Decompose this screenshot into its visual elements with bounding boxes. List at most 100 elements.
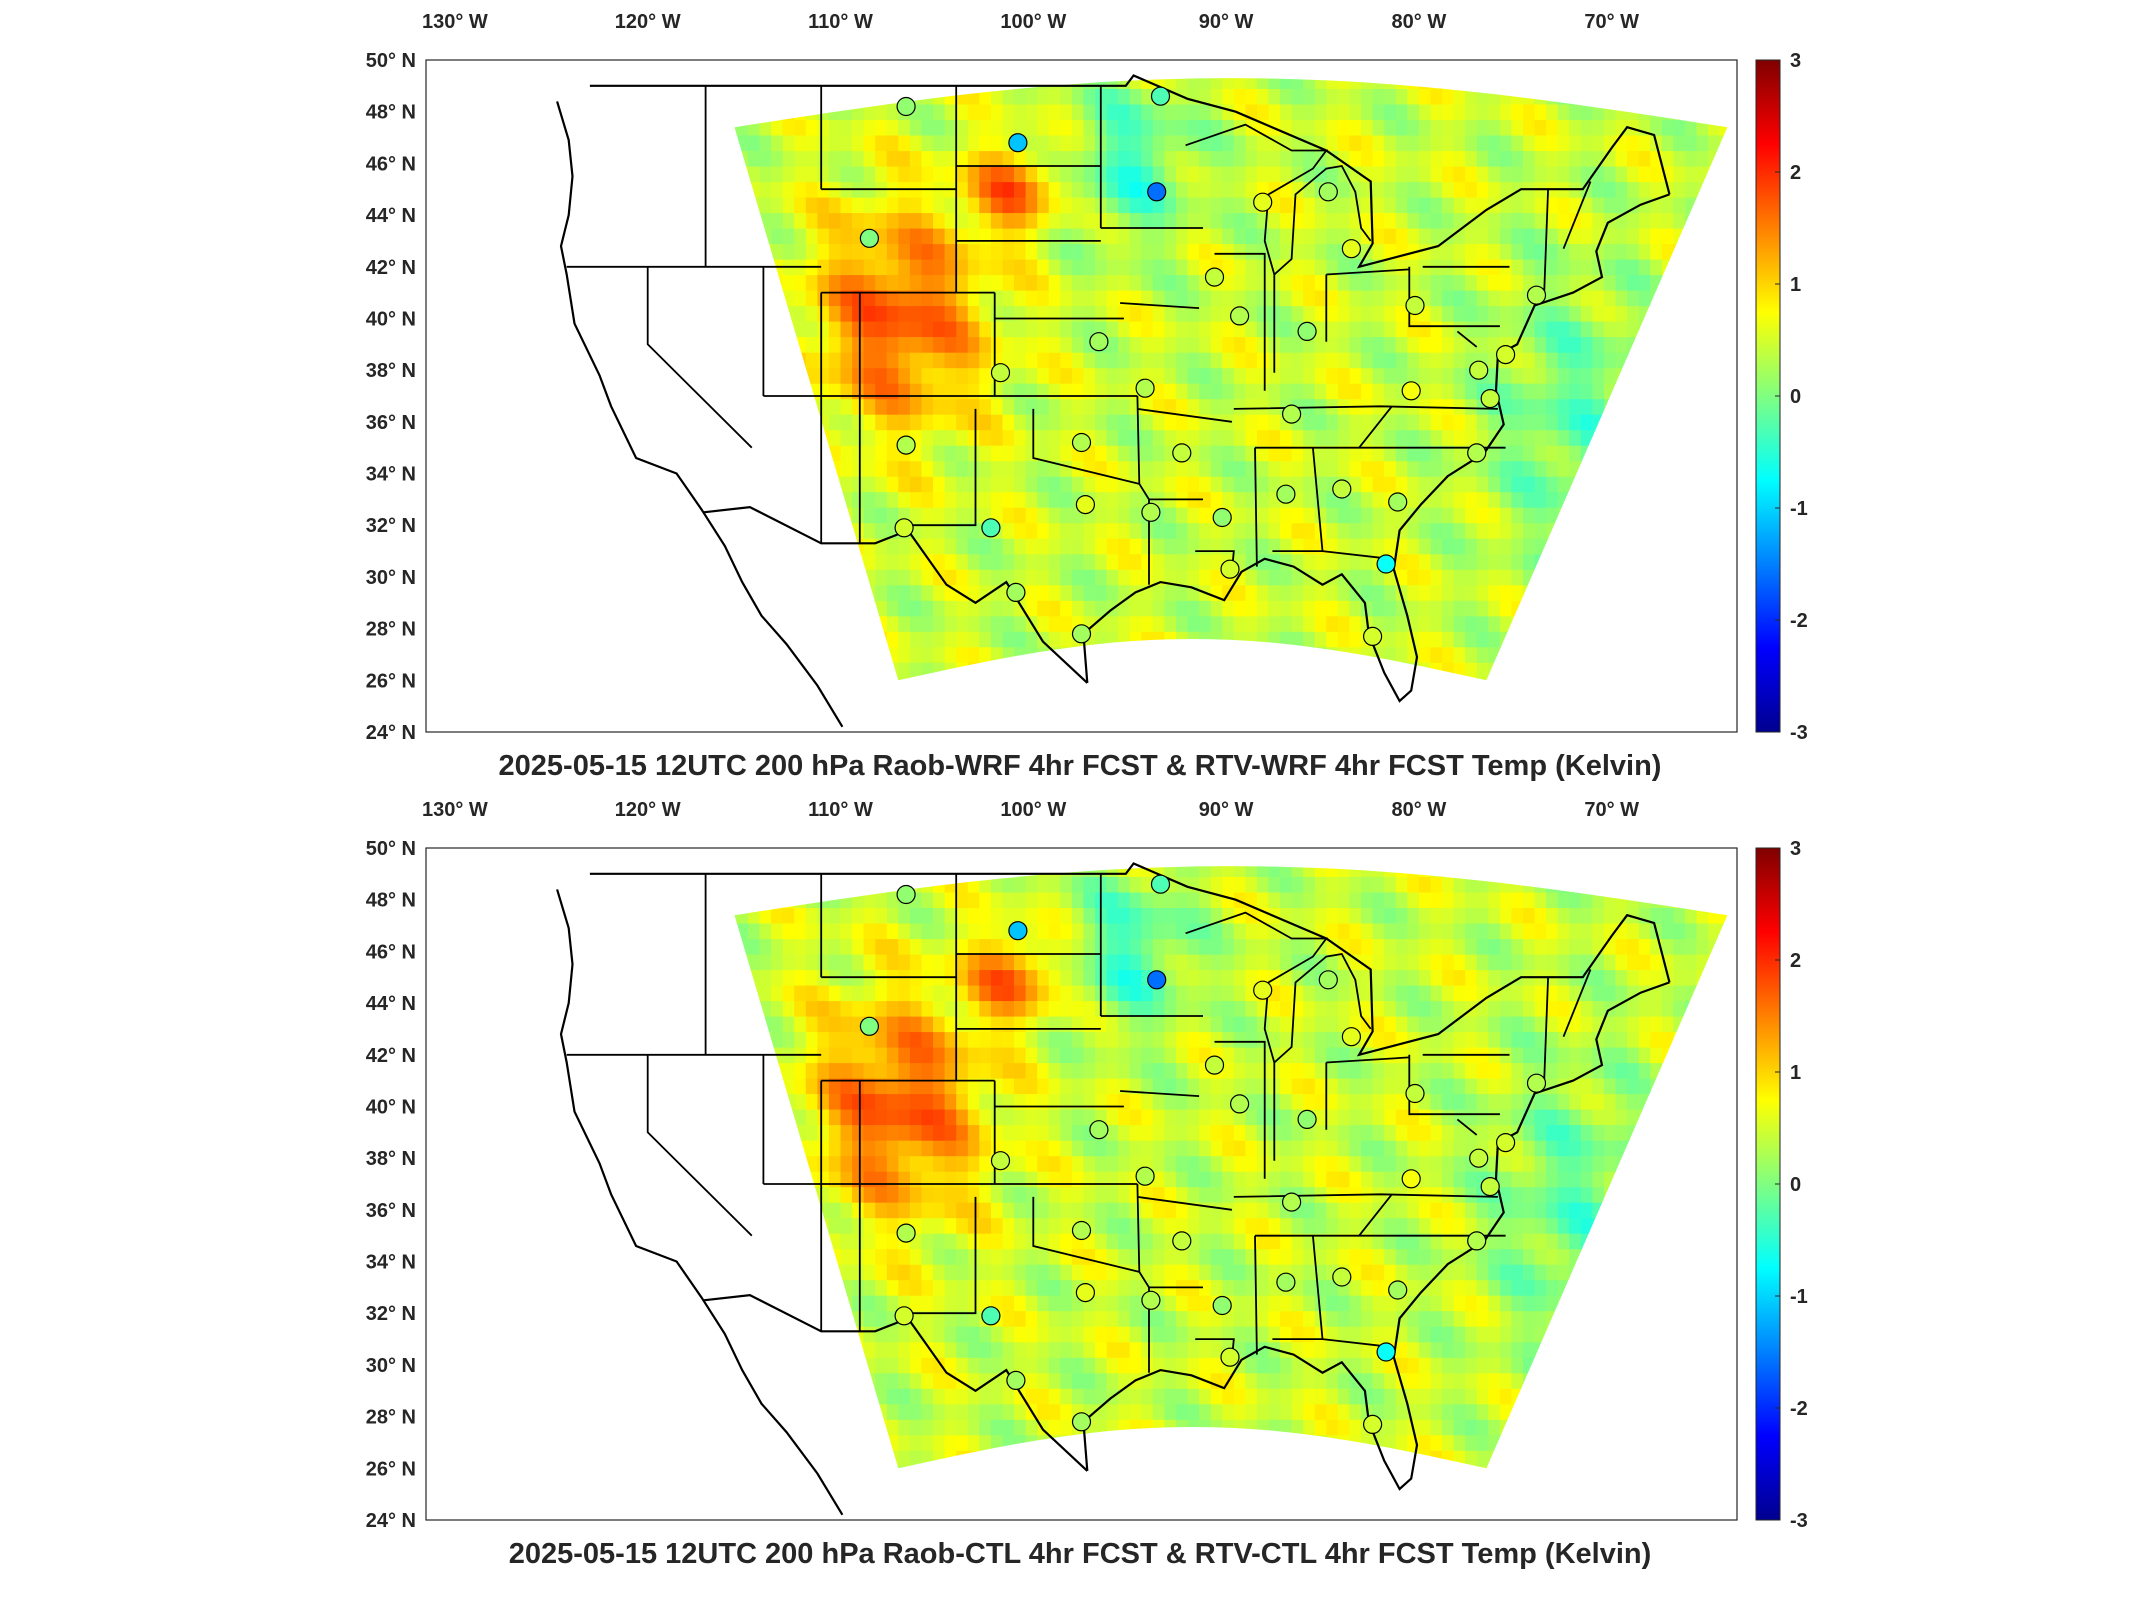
field-cell (1534, 367, 1547, 384)
field-cell (1106, 569, 1119, 586)
field-cell (944, 538, 957, 555)
field-cell (1499, 181, 1513, 198)
field-cell (933, 1388, 946, 1405)
field-cell (1337, 445, 1351, 462)
field-cell (1106, 445, 1119, 462)
field-cell (1534, 476, 1547, 493)
field-cell (1476, 522, 1489, 539)
field-cell (1326, 150, 1339, 167)
field-cell (886, 460, 899, 477)
field-cell (1002, 243, 1015, 260)
state-border (1254, 447, 1258, 567)
field-cell (1083, 321, 1096, 338)
field-cell (875, 569, 888, 586)
field-cell (898, 476, 911, 493)
field-cell (1095, 491, 1108, 508)
field-cell (1129, 615, 1142, 632)
field-cell (886, 938, 899, 955)
field-cell (1523, 150, 1536, 167)
field-cell (1037, 367, 1050, 384)
field-cell (805, 1000, 818, 1017)
field-cell (1488, 600, 1501, 617)
field-cell (1384, 336, 1397, 353)
raob-station-marker (1172, 443, 1192, 463)
field-cell (1453, 507, 1466, 524)
field-cell (1546, 491, 1559, 508)
field-cell (1025, 1341, 1038, 1358)
field-cell (1129, 522, 1142, 539)
field-cell (1268, 600, 1281, 617)
field-cell (921, 1062, 934, 1079)
field-cell (990, 1109, 1004, 1126)
field-cell (886, 476, 899, 493)
field-cell (1430, 135, 1443, 152)
field-cell (852, 305, 865, 322)
field-cell (1523, 398, 1536, 415)
field-cell (1048, 1388, 1061, 1405)
field-cell (1106, 584, 1119, 601)
field-cell (1245, 522, 1258, 539)
field-cell (1106, 321, 1119, 338)
field-cell (1453, 367, 1466, 384)
field-cell (1002, 569, 1015, 586)
field-cell (1280, 197, 1293, 214)
field-cell (1083, 553, 1096, 570)
field-cell (1037, 243, 1050, 260)
field-cell (1164, 228, 1177, 245)
field-cell (1176, 119, 1189, 136)
field-cell (1430, 646, 1443, 663)
field-cell (956, 150, 969, 167)
field-cell (909, 197, 923, 214)
field-cell (852, 1140, 865, 1157)
field-cell (990, 150, 1004, 167)
field-cell (886, 1109, 899, 1126)
field-cell (1025, 1310, 1038, 1327)
field-cell (1048, 522, 1061, 539)
field-cell (840, 305, 853, 322)
field-cell (1372, 321, 1385, 338)
field-cell (1095, 78, 1108, 89)
field-cell (1453, 290, 1466, 307)
field-cell (921, 1372, 934, 1389)
field-cell (863, 103, 876, 120)
field-cell (898, 584, 911, 601)
field-cell (967, 367, 980, 384)
field-cell (1442, 553, 1455, 570)
field-cell (828, 1217, 842, 1234)
field-cell (990, 1419, 1004, 1436)
field-cell (794, 938, 807, 955)
latitude-value: 36° (366, 412, 402, 434)
field-cell (898, 1388, 911, 1405)
field-cell (933, 569, 946, 586)
field-cell (1071, 274, 1085, 291)
field-cell (886, 103, 899, 120)
field-cell (1476, 336, 1489, 353)
field-cell (852, 460, 865, 477)
field-cell (1199, 228, 1212, 245)
field-cell (1014, 476, 1027, 493)
field-cell (1025, 476, 1038, 493)
field-cell (944, 460, 957, 477)
field-cell (886, 1279, 899, 1296)
field-cell (956, 522, 969, 539)
field-cell (875, 507, 888, 524)
field-cell (1280, 600, 1293, 617)
field-cell (1187, 78, 1200, 89)
field-cell (1002, 1326, 1015, 1343)
field-cell (875, 584, 888, 601)
field-cell (909, 1124, 923, 1141)
field-cell (956, 352, 969, 369)
field-cell (1407, 228, 1420, 245)
field-cell (1395, 336, 1408, 353)
field-cell (1199, 197, 1212, 214)
field-cell (956, 1248, 969, 1265)
field-cell (1083, 414, 1096, 431)
field-cell (852, 197, 865, 214)
field-cell (1314, 507, 1327, 524)
field-cell (886, 1295, 899, 1312)
field-cell (1580, 119, 1593, 136)
field-cell (1418, 197, 1432, 214)
field-cell (1314, 367, 1327, 384)
field-cell (921, 243, 934, 260)
field-cell (1002, 460, 1015, 477)
